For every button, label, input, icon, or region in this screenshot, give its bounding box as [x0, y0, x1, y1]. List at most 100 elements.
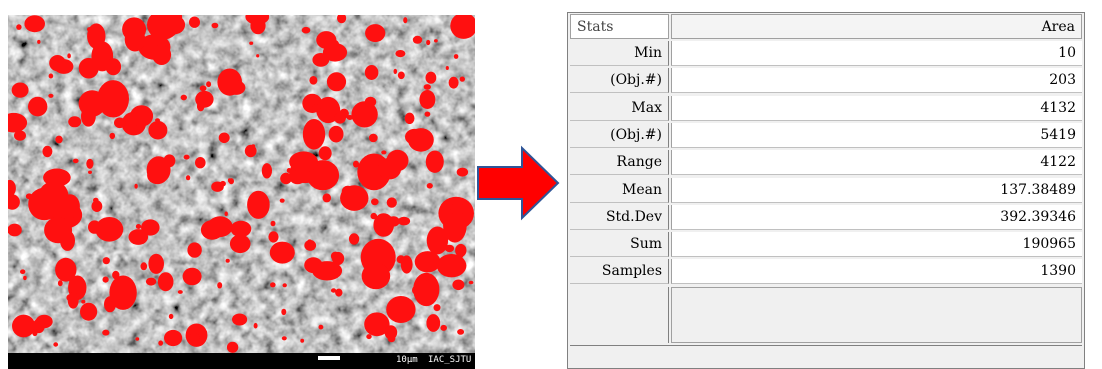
stat-value: 4122 — [671, 150, 1082, 175]
particle — [427, 227, 448, 255]
particle — [331, 288, 336, 292]
particle — [23, 276, 27, 280]
particle — [88, 171, 92, 174]
particle — [134, 184, 137, 189]
particle — [452, 280, 464, 291]
particle — [26, 193, 33, 199]
particle — [87, 27, 92, 32]
particle — [158, 340, 163, 345]
particle — [340, 185, 368, 211]
particle — [178, 290, 183, 294]
particle — [232, 314, 247, 326]
particle — [424, 84, 431, 90]
particle — [60, 230, 75, 251]
particle — [287, 168, 292, 173]
particle — [68, 116, 81, 127]
particle — [386, 296, 415, 323]
particle — [136, 224, 141, 229]
particle — [148, 254, 164, 274]
page: {"image": {"scale_bar": "10μm", "label":… — [0, 0, 1102, 369]
stat-name: Samples — [570, 259, 669, 284]
particle — [114, 118, 126, 129]
stat-value: 203 — [671, 68, 1082, 93]
particle — [195, 157, 206, 168]
particle — [12, 83, 29, 98]
particle — [200, 85, 207, 91]
particle — [187, 242, 201, 257]
particle — [271, 221, 276, 227]
particle — [195, 91, 213, 108]
header-row: Stats Area — [570, 14, 1082, 40]
particle — [245, 145, 257, 157]
particle — [28, 188, 60, 221]
particle — [16, 24, 21, 30]
particle — [451, 203, 465, 216]
particle — [454, 54, 459, 59]
particle — [48, 94, 53, 98]
stat-value: 392.39346 — [671, 205, 1082, 230]
stat-name: Min — [570, 41, 669, 66]
stat-value: 137.38489 — [671, 178, 1082, 203]
particle — [14, 227, 18, 232]
particle — [394, 69, 398, 74]
particle — [349, 233, 359, 244]
particle — [109, 276, 136, 310]
particle — [425, 275, 429, 281]
particle — [398, 217, 410, 226]
particle — [49, 55, 66, 71]
particle — [247, 191, 270, 219]
particle — [58, 280, 63, 286]
particle — [186, 175, 190, 180]
particle — [28, 97, 47, 117]
particle — [81, 300, 85, 304]
particle — [147, 156, 171, 183]
stat-value: 10 — [671, 41, 1082, 66]
particle — [430, 285, 436, 290]
particle — [282, 336, 287, 340]
particle — [219, 133, 230, 144]
stats-row: (Obj.#)5419 — [570, 123, 1082, 149]
empty-cell — [570, 287, 669, 343]
particle — [387, 197, 397, 207]
particle — [212, 23, 219, 29]
particle — [460, 77, 465, 82]
particle — [37, 40, 40, 44]
particle — [32, 329, 37, 336]
particle — [434, 304, 441, 311]
particle — [413, 36, 422, 44]
particle — [425, 112, 431, 117]
particle — [446, 66, 449, 70]
particle — [408, 128, 434, 152]
particle — [141, 262, 148, 270]
stat-name: Std.Dev — [570, 205, 669, 230]
particle — [353, 161, 359, 168]
stat-name: (Obj.#) — [570, 123, 669, 148]
particle — [434, 39, 438, 42]
particle — [334, 113, 346, 124]
particle — [309, 76, 317, 85]
particle — [146, 278, 156, 286]
particle — [80, 303, 97, 321]
scale-bar — [318, 356, 340, 360]
lab-label: IAC_SJTU — [428, 355, 471, 365]
stat-name: Mean — [570, 178, 669, 203]
particle — [226, 259, 230, 263]
arrow — [476, 145, 562, 221]
particle — [362, 263, 391, 289]
particle — [53, 342, 58, 346]
stat-name: Max — [570, 96, 669, 121]
stat-value: 190965 — [671, 232, 1082, 257]
particle — [20, 327, 26, 332]
particle — [79, 90, 106, 117]
particle — [42, 146, 52, 157]
stat-name: Sum — [570, 232, 669, 257]
particle — [130, 105, 153, 126]
particle — [254, 323, 258, 329]
particle — [319, 146, 332, 160]
